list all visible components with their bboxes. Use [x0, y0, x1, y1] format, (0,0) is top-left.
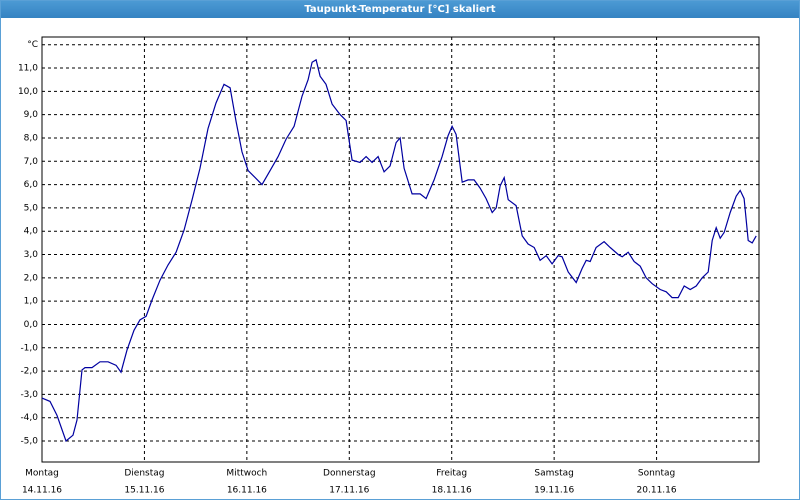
y-tick-label: 0,0 — [24, 320, 39, 330]
title-bar: Taupunkt-Temperatur [°C] skaliert — [1, 1, 799, 18]
x-tick-label: Montag — [25, 469, 59, 479]
y-tick-label: -1,0 — [20, 343, 38, 353]
y-tick-label: -2,0 — [20, 367, 38, 377]
y-tick-label: 10,0 — [18, 87, 38, 97]
y-tick-label: -3,0 — [20, 390, 38, 400]
x-tick-label: Samstag — [534, 469, 573, 479]
x-tick-label: Donnerstag — [323, 469, 376, 479]
y-tick-label: 5,0 — [24, 203, 39, 213]
x-tick-label: Sonntag — [638, 469, 675, 479]
y-tick-label: 9,0 — [24, 110, 39, 120]
x-tick-label: Mittwoch — [226, 469, 267, 479]
y-tick-label: -4,0 — [20, 413, 38, 423]
plot-area — [41, 36, 760, 463]
x-tick-date: 20.11.16 — [637, 486, 677, 496]
x-tick-date: 19.11.16 — [534, 486, 574, 496]
x-tick-date: 17.11.16 — [329, 486, 369, 496]
x-tick-date: 18.11.16 — [432, 486, 472, 496]
y-tick-label: 2,0 — [24, 273, 39, 283]
y-tick-label: 8,0 — [24, 133, 39, 143]
y-tick-label: 3,0 — [24, 250, 39, 260]
x-tick-date: 16.11.16 — [227, 486, 267, 496]
y-tick-label: 6,0 — [24, 180, 39, 190]
data-line — [41, 58, 757, 443]
x-tick-label: Freitag — [436, 469, 467, 479]
y-tick-label: 1,0 — [24, 297, 39, 307]
y-tick-label: 11,0 — [18, 64, 38, 74]
x-tick-date: 15.11.16 — [124, 486, 164, 496]
x-tick-label: Dienstag — [124, 469, 164, 479]
x-tick-date: 14.11.16 — [22, 486, 62, 496]
y-tick-label: -5,0 — [20, 437, 38, 447]
y-tick-label: °C — [27, 40, 38, 50]
y-tick-label: 7,0 — [24, 157, 39, 167]
y-tick-label: 4,0 — [24, 227, 39, 237]
